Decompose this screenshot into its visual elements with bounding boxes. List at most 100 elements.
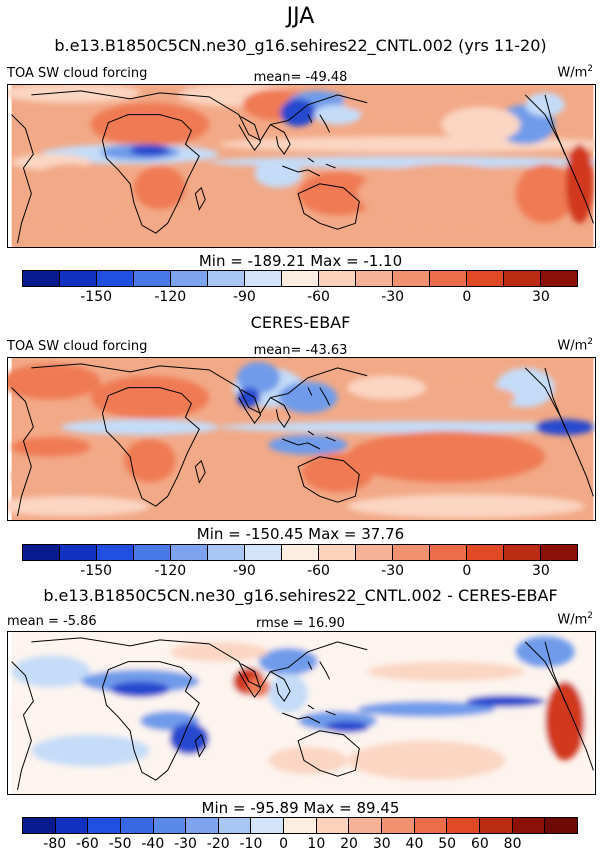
coastline (319, 114, 331, 133)
coastline (544, 641, 566, 702)
colorbar-tick-label: 40 (405, 836, 424, 852)
coastline (270, 124, 291, 156)
panel3-minmax: Min = -95.89 Max = 89.45 (201, 799, 400, 817)
coastline (270, 671, 291, 703)
panel2-minmax: Min = -150.45 Max = 37.76 (196, 525, 405, 543)
coastline (194, 186, 206, 211)
field-region (525, 92, 565, 117)
colorbar-segment (171, 545, 208, 560)
field-region (347, 431, 546, 483)
coastline (297, 730, 360, 777)
coastline (325, 710, 336, 716)
coastline (11, 387, 34, 517)
coastline (101, 661, 200, 781)
field-region (342, 90, 462, 115)
field-region (347, 740, 506, 781)
field-region (8, 496, 150, 517)
coastline (524, 641, 594, 771)
panel2-units: W/m2 (557, 337, 593, 354)
colorbar-segment (319, 545, 356, 560)
panel2-center-label: mean= -43.63 (253, 343, 348, 358)
colorbar-segment (218, 818, 252, 833)
panel1-left-label: TOA SW cloud forcing (7, 66, 148, 81)
coastline (307, 704, 315, 710)
field-region (236, 361, 281, 394)
panel3-units: W/m2 (557, 611, 593, 628)
field-region (8, 363, 101, 400)
colorbar-segment (134, 545, 171, 560)
colorbar-segment (153, 818, 187, 833)
coastline (524, 94, 594, 224)
colorbar-tick-label: -80 (43, 836, 67, 852)
colorbar-segment (55, 818, 89, 833)
colorbar-segment (447, 818, 480, 833)
field-region (134, 166, 186, 210)
field-region (313, 104, 362, 125)
colorbar-segment (245, 271, 282, 286)
colorbar-segment (467, 271, 504, 286)
colorbar-segment (282, 271, 319, 286)
coastline (194, 733, 206, 758)
colorbar-tick-label: -120 (154, 289, 187, 305)
colorbar-segment (504, 545, 541, 560)
colorbar-tick-label: 80 (503, 836, 522, 852)
panel1-colorbar (22, 270, 578, 287)
colorbar-tick-label: -40 (141, 836, 165, 852)
colorbar-tick-label: -20 (206, 836, 230, 852)
colorbar-tick-label: -30 (174, 836, 197, 852)
field-region (11, 437, 91, 457)
panel3-colorbar (22, 817, 578, 834)
colorbar-segment (430, 271, 467, 286)
colorbar-segment (88, 818, 121, 833)
panel1-minmax: Min = -189.21 Max = -1.10 (198, 252, 403, 270)
field-region (31, 734, 150, 767)
colorbar-tick-label: -90 (232, 563, 256, 579)
coastline (524, 367, 594, 497)
colorbar-tick-label: -10 (239, 836, 263, 852)
coastline (297, 456, 360, 503)
colorbar-segment (208, 271, 245, 286)
coastline (319, 387, 331, 406)
panel2-map (7, 357, 596, 521)
colorbar-tick-label: -50 (108, 836, 132, 852)
field-region (90, 102, 210, 147)
colorbar-segment (60, 545, 97, 560)
panel2-title: CERES-EBAF (250, 313, 351, 332)
colorbar-tick-label: 30 (532, 289, 550, 305)
colorbar-tick-label: 50 (438, 836, 457, 852)
panel2-colorbar (22, 544, 578, 561)
colorbar-segment (282, 545, 319, 560)
colorbar-segment (382, 818, 415, 833)
coastline (282, 165, 321, 177)
colorbar-segment (134, 271, 171, 286)
coastline (544, 367, 566, 428)
coastline (282, 438, 321, 450)
colorbar-segment (504, 271, 541, 286)
colorbar-segment (356, 545, 393, 560)
colorbar-tick-label: 0 (462, 289, 472, 305)
field-region (236, 387, 261, 408)
field-region (357, 701, 496, 717)
coastline (31, 637, 368, 688)
figure-title: JJA (286, 4, 315, 29)
colorbar-segment (414, 818, 448, 833)
field-region (219, 421, 595, 434)
colorbar-segment (316, 818, 350, 833)
coastline (11, 114, 34, 244)
colorbar-segment (171, 271, 208, 286)
field-region (268, 746, 348, 775)
colorbar-segment (356, 271, 393, 286)
coastline (307, 661, 313, 670)
coastline (101, 114, 200, 234)
field-region (254, 160, 303, 188)
field-region (209, 156, 595, 168)
field-region (110, 681, 170, 698)
colorbar-segment (541, 545, 577, 560)
coastline (319, 661, 331, 680)
colorbar-segment (393, 545, 430, 560)
field-region (258, 647, 318, 676)
colorbar-tick-label: -90 (232, 289, 256, 305)
field-region (219, 136, 595, 153)
field-region (441, 106, 521, 143)
colorbar-segment (545, 818, 577, 833)
